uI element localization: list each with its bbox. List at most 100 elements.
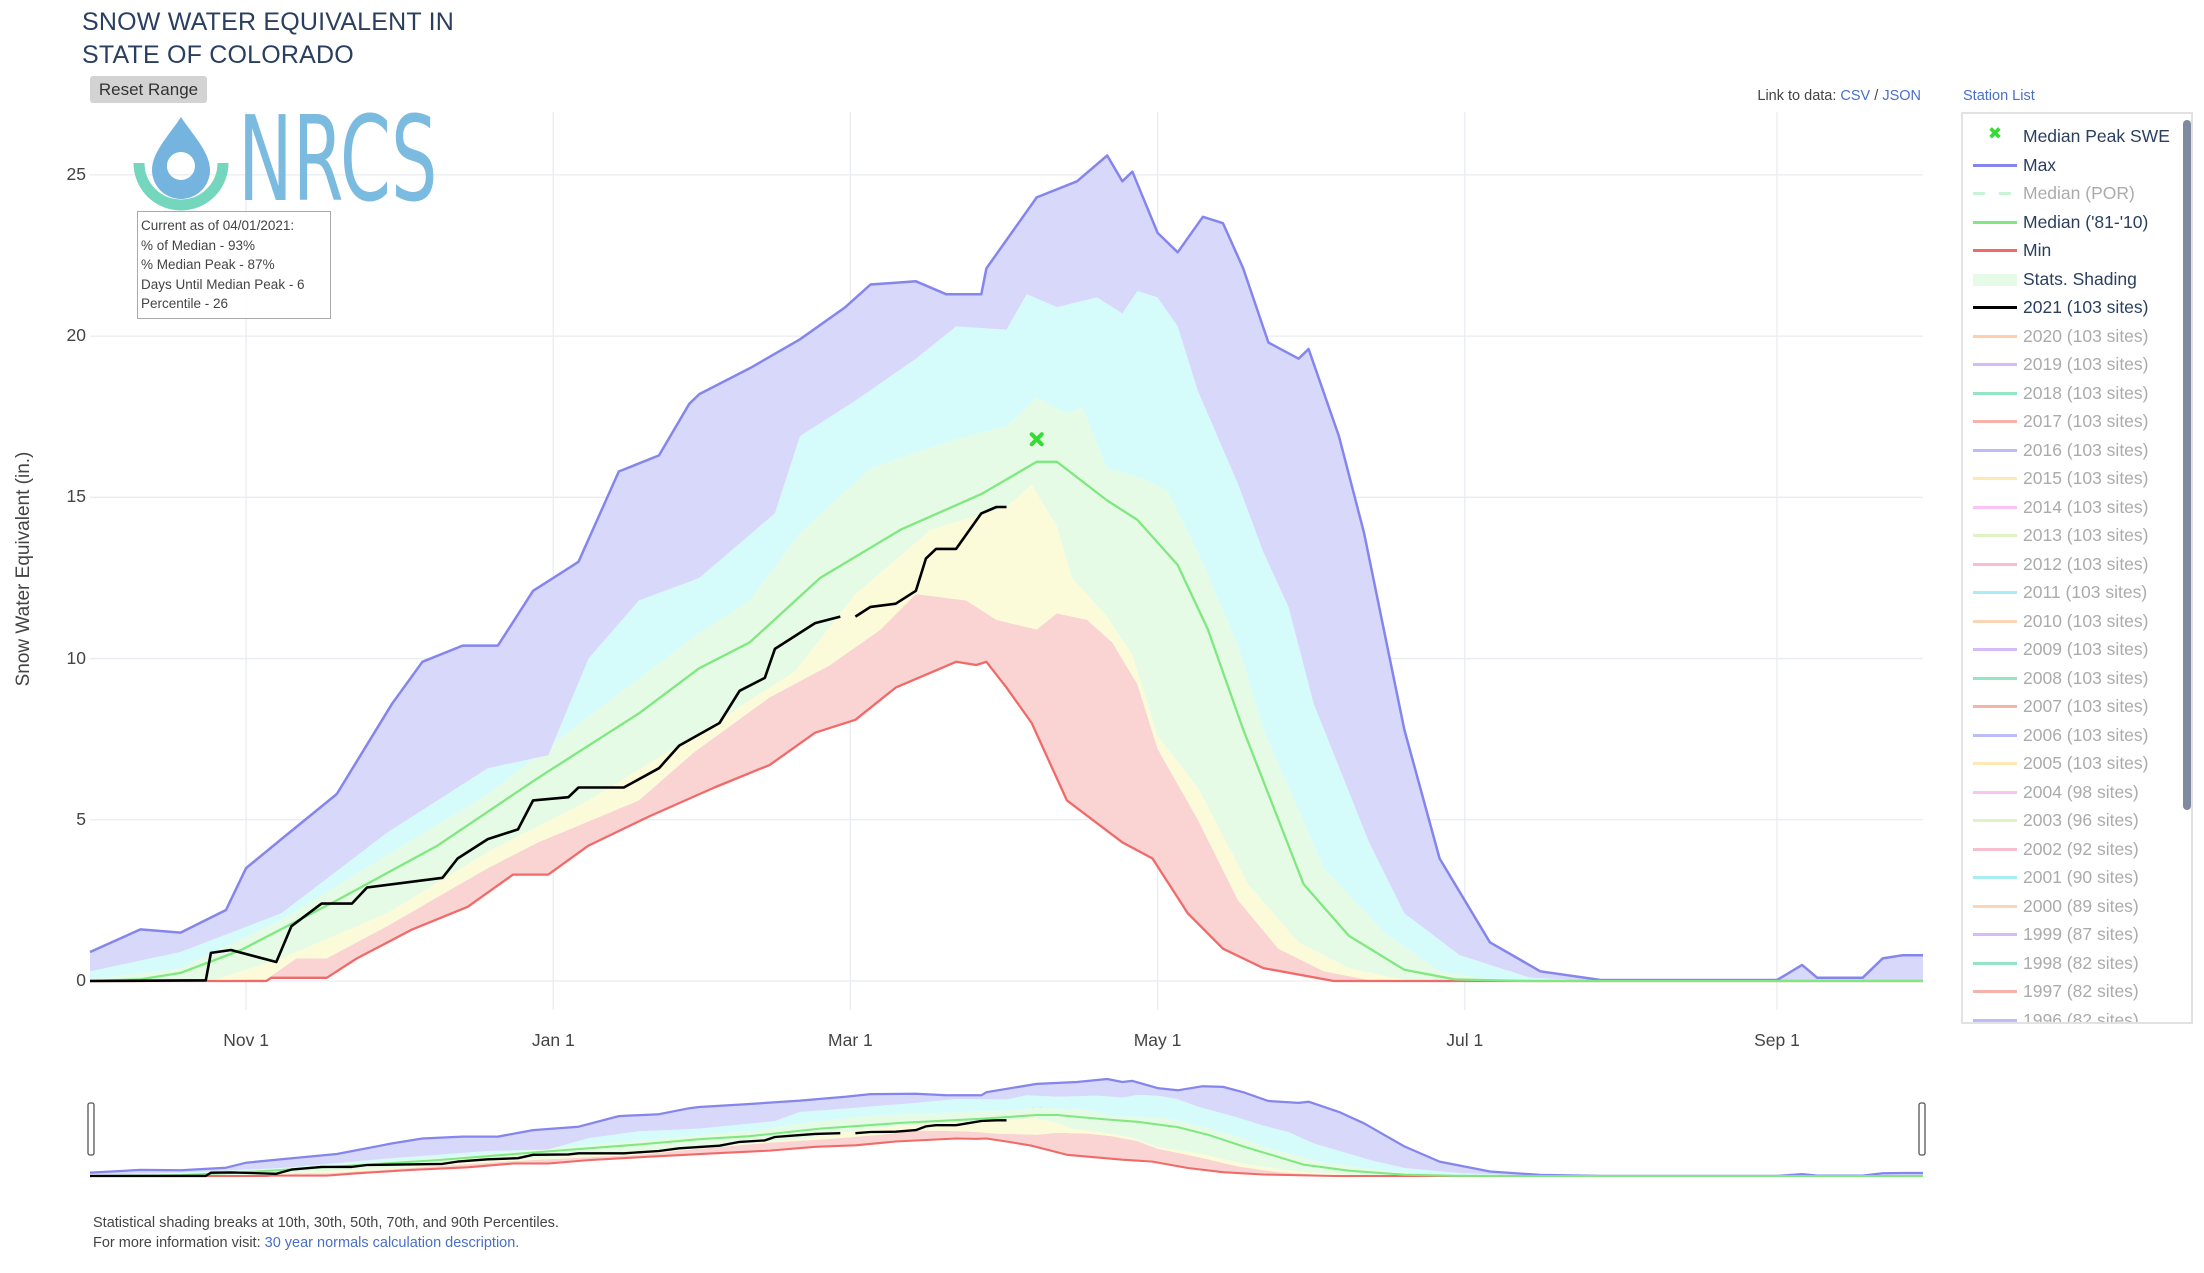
legend-item[interactable]: 2008 (103 sites) (1963, 664, 2178, 692)
link-to-data-label: Link to data: (1757, 88, 1837, 104)
chart-title-line-1: SNOW WATER EQUIVALENT IN (82, 8, 454, 36)
csv-link[interactable]: CSV (1840, 88, 1871, 104)
line-swatch-icon (1973, 619, 2017, 623)
legend-label: Median Peak SWE (2023, 126, 2170, 146)
line-swatch-icon (1973, 163, 2017, 167)
info-percentile: Percentile - 26 (141, 296, 229, 312)
x-tick-label: Sep 1 (1754, 1030, 1800, 1050)
slider-band-min-p10 (90, 1130, 1923, 1176)
min-line (90, 660, 1923, 983)
legend-item[interactable]: 2004 (98 sites) (1963, 778, 2178, 806)
legend-label: 1998 (82 sites) (2023, 952, 2139, 973)
legend-item[interactable]: Median (POR) (1963, 179, 2178, 207)
slider-min-line (90, 1137, 1923, 1178)
line-swatch-icon (1973, 933, 2017, 936)
legend-label: 1999 (87 sites) (2023, 924, 2139, 944)
slider-wy2021-line (89, 1119, 1007, 1178)
legend-item[interactable]: 2010 (103 sites) (1963, 607, 2178, 635)
legend-item[interactable]: 2021 (103 sites) (1963, 293, 2178, 321)
range-slider-left-handle[interactable] (87, 1102, 95, 1156)
legend-item[interactable]: Median ('81-'10) (1963, 208, 2178, 236)
legend-item[interactable]: 2012 (103 sites) (1963, 550, 2178, 578)
link-separator: / (1874, 88, 1879, 104)
legend-item[interactable]: 1996 (82 sites) (1963, 1006, 2178, 1022)
legend-label: 2006 (103 sites) (2023, 724, 2149, 745)
y-tick-label: 0 (76, 969, 86, 990)
line-swatch-icon (1973, 648, 2017, 651)
footer-shading-note: Statistical shading breaks at 10th, 30th… (93, 1215, 559, 1231)
legend-scrollbar[interactable] (2183, 120, 2191, 810)
legend-label: 2017 (103 sites) (2023, 411, 2149, 431)
legend-item[interactable]: 2020 (103 sites) (1963, 322, 2178, 350)
json-link[interactable]: JSON (1882, 88, 1921, 104)
legend-item[interactable]: 1999 (87 sites) (1963, 920, 2178, 948)
line-swatch-icon (1973, 705, 2017, 708)
line-swatch-icon (1973, 876, 2017, 879)
legend-item[interactable]: 2019 (103 sites) (1963, 350, 2178, 378)
line-swatch-icon (1973, 990, 2017, 993)
reset-range-button[interactable]: Reset Range (90, 76, 207, 103)
legend-label: 2005 (103 sites) (2023, 753, 2149, 773)
normals-description-link[interactable]: 30 year normals calculation description. (264, 1235, 520, 1251)
legend-item[interactable]: 2011 (103 sites) (1963, 578, 2178, 606)
x-marker-icon: ✖ (1987, 124, 2003, 143)
x-tick-label: May 1 (1133, 1030, 1182, 1050)
range-slider-right-handle[interactable] (1918, 1102, 1926, 1156)
legend-item[interactable]: Min (1963, 236, 2178, 264)
line-swatch-icon (1973, 477, 2017, 480)
legend-item[interactable]: 2013 (103 sites) (1963, 521, 2178, 549)
legend-item[interactable]: 1997 (82 sites) (1963, 977, 2178, 1005)
legend-item[interactable]: 2017 (103 sites) (1963, 407, 2178, 435)
shading-swatch-icon (1973, 273, 2017, 286)
info-percent-of-median: % of Median - 93% (141, 237, 256, 253)
legend-item[interactable]: 2005 (103 sites) (1963, 749, 2178, 777)
legend-item[interactable]: 2007 (103 sites) (1963, 692, 2178, 720)
legend-item[interactable]: 1998 (82 sites) (1963, 949, 2178, 977)
legend-label: 2013 (103 sites) (2023, 525, 2149, 545)
legend-label: Median (POR) (2023, 183, 2135, 203)
chart-title-line-2: STATE OF COLORADO (82, 41, 354, 69)
legend-label: 1997 (82 sites) (2023, 981, 2139, 1001)
station-list-link[interactable]: Station List (1963, 88, 2035, 104)
footer-more-info-label: For more information visit: (93, 1235, 261, 1251)
legend-label: 2004 (98 sites) (2023, 781, 2139, 802)
link-to-data: Link to data: CSV / JSON (1757, 88, 1921, 104)
legend-label: Stats. Shading (2023, 268, 2137, 289)
legend-item[interactable]: 2016 (103 sites) (1963, 436, 2178, 464)
legend-item[interactable]: 2003 (96 sites) (1963, 806, 2178, 834)
line-swatch-icon (1973, 961, 2017, 965)
legend-item[interactable]: 2000 (89 sites) (1963, 892, 2178, 920)
legend-item[interactable]: 2006 (103 sites) (1963, 721, 2178, 749)
line-swatch-icon (1973, 363, 2017, 366)
line-swatch-icon (1973, 306, 2017, 309)
slider-band-p10-p30 (90, 1117, 1923, 1176)
legend-item[interactable]: 2015 (103 sites) (1963, 464, 2178, 492)
legend-item[interactable]: ✖ Median Peak SWE (1963, 122, 2178, 150)
legend-label: 2014 (103 sites) (2023, 496, 2149, 517)
y-tick-label: 25 (66, 163, 86, 184)
y-tick-label: 15 (66, 486, 86, 507)
x-tick-label: Jan 1 (531, 1030, 575, 1050)
slider-median-line (89, 1113, 1923, 1178)
legend-item[interactable]: Stats. Shading (1963, 265, 2178, 293)
legend-label: Max (2023, 154, 2057, 175)
info-days-until-peak: Days Until Median Peak - 6 (141, 276, 305, 292)
band-p10-p30 (90, 484, 1923, 981)
y-tick-label: 10 (66, 647, 86, 668)
legend-label: 2012 (103 sites) (2023, 553, 2149, 574)
legend-item[interactable]: Max (1963, 151, 2178, 179)
legend-item[interactable]: 2014 (103 sites) (1963, 493, 2178, 521)
legend-label: Median ('81-'10) (2023, 211, 2149, 232)
legend-label: 2002 (92 sites) (2023, 838, 2139, 859)
legend-item[interactable]: 2009 (103 sites) (1963, 635, 2178, 663)
line-swatch-icon (1973, 420, 2017, 423)
legend-item[interactable]: 2002 (92 sites) (1963, 835, 2178, 863)
y-tick-label: 20 (66, 325, 86, 346)
legend-item[interactable]: 2018 (103 sites) (1963, 379, 2178, 407)
line-swatch-icon (1973, 334, 2017, 338)
legend-label: Min (2023, 240, 2052, 260)
legend-item[interactable]: 2001 (90 sites) (1963, 863, 2178, 891)
line-swatch-icon (1973, 220, 2017, 224)
legend-label: 2018 (103 sites) (2023, 382, 2149, 403)
